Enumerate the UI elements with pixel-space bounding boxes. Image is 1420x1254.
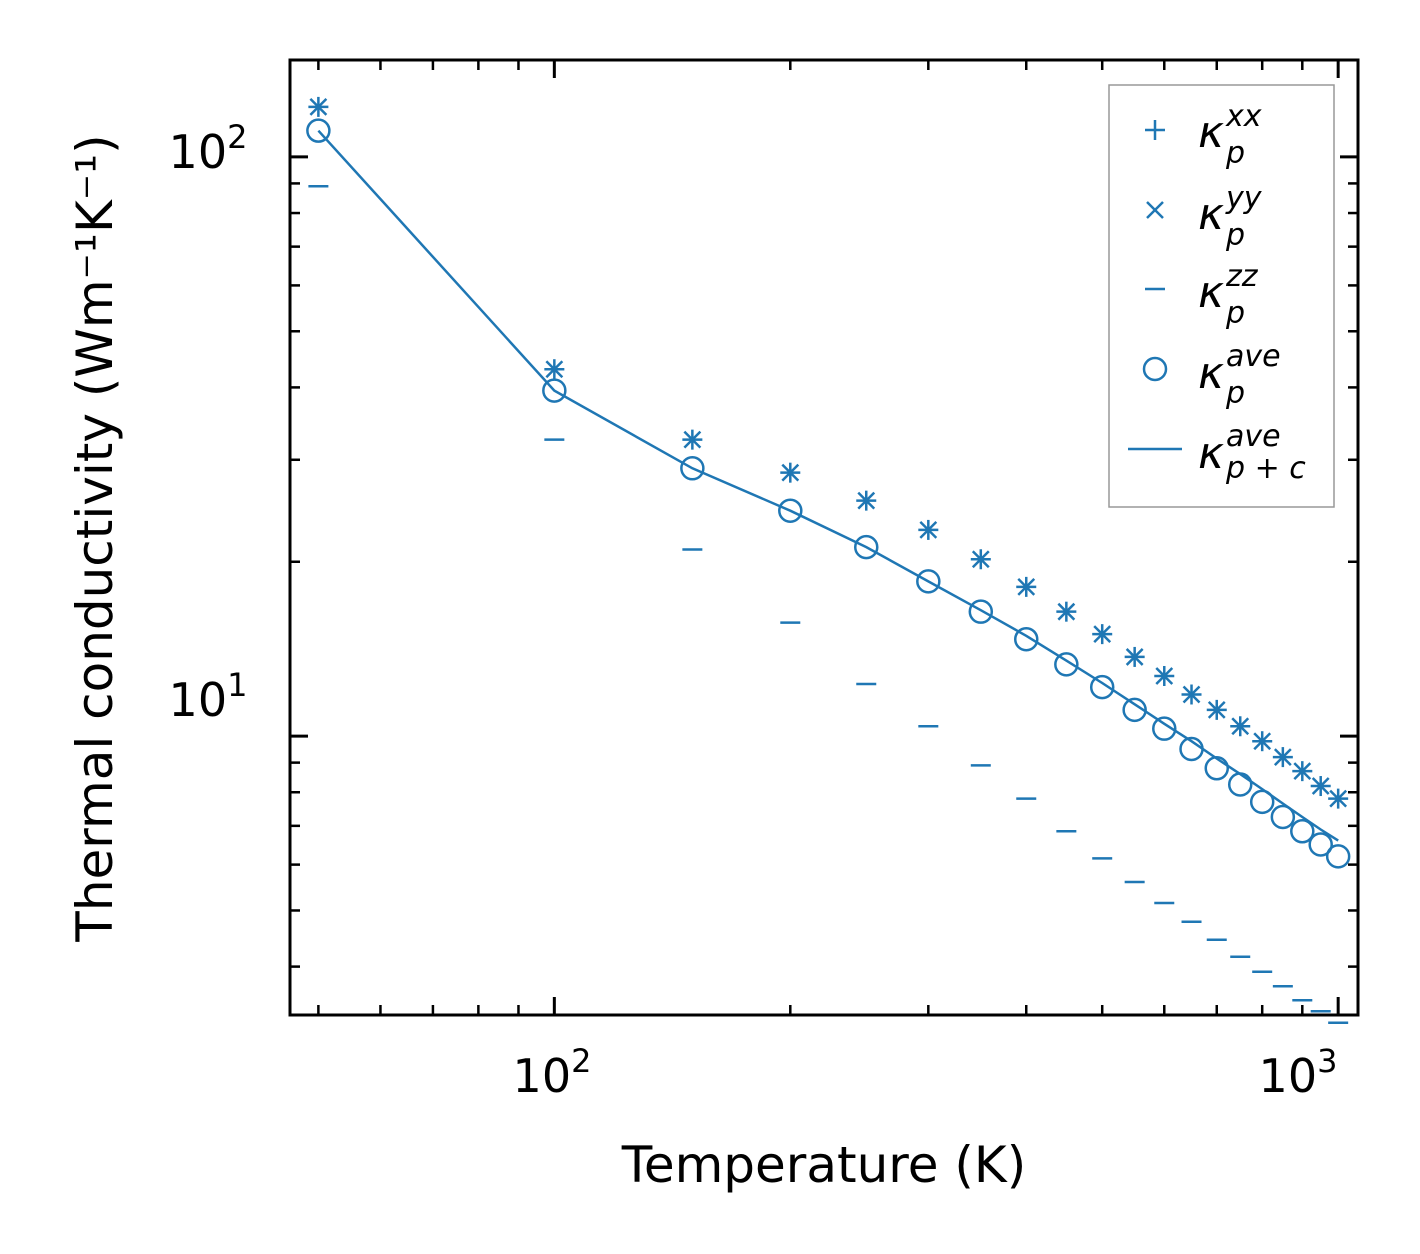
data-point <box>916 569 941 594</box>
data-point <box>971 550 990 569</box>
data-point <box>1249 789 1275 815</box>
data-point <box>919 521 938 539</box>
y-tick-label-100: 102 <box>169 118 248 179</box>
data-point <box>968 599 994 624</box>
data-point <box>309 98 328 116</box>
legend: κxx p κyy p κzz p κave p κave p + c <box>1108 84 1335 508</box>
axis-ticks <box>290 60 1358 1015</box>
legend-label-ave: κave p <box>1198 339 1281 411</box>
data-point <box>545 360 564 379</box>
x-tick-label-1000: 103 <box>1259 1042 1338 1103</box>
data-point <box>306 118 331 143</box>
legend-marker-plus <box>1145 120 1165 140</box>
data-point <box>778 498 803 523</box>
data-point <box>854 534 879 560</box>
data-point <box>1290 819 1315 844</box>
legend-frame <box>1108 84 1335 508</box>
data-point <box>1122 697 1147 723</box>
legend-label-yy: κyy p <box>1198 181 1263 253</box>
data-point <box>1329 789 1348 808</box>
data-point <box>1270 804 1296 830</box>
data-point <box>1204 756 1229 781</box>
series-kappa_p^zz <box>308 184 1349 1024</box>
data-point <box>857 491 876 510</box>
data-point <box>1293 762 1312 781</box>
y-tick-labels: 101 102 <box>169 118 248 727</box>
data-point <box>1093 625 1112 644</box>
legend-marker-circle <box>1142 356 1168 382</box>
legend-label-xx: κxx p <box>1198 99 1262 171</box>
data-point <box>1057 602 1076 621</box>
plot-frame <box>288 58 1360 1017</box>
data-point <box>1253 732 1272 751</box>
data-point <box>781 463 800 482</box>
data-point <box>1017 577 1036 596</box>
data-point <box>1207 700 1226 719</box>
y-axis-label: Thermal conductivity (Wm⁻¹K⁻¹) <box>66 134 124 942</box>
series-layer <box>306 96 1351 1024</box>
data-point <box>1325 844 1351 869</box>
x-tick-label-100: 102 <box>513 1042 592 1103</box>
data-point <box>1054 652 1079 677</box>
data-point <box>1013 626 1039 652</box>
data-point <box>542 378 567 403</box>
data-point <box>1231 717 1250 736</box>
legend-markers <box>1128 120 1182 451</box>
x-axis-label: Temperature (K) <box>621 1136 1026 1194</box>
data-point <box>1273 748 1292 766</box>
data-point <box>1089 674 1115 700</box>
series-line <box>317 129 1339 842</box>
data-point <box>1155 667 1174 685</box>
series-kappa_{p+c}^ave <box>317 129 1339 842</box>
data-point <box>1152 716 1177 741</box>
legend-label-zz: κzz p <box>1198 259 1259 331</box>
data-point <box>1308 832 1333 857</box>
data-point <box>1182 685 1201 704</box>
legend-label-ave-pc: κave p + c <box>1198 419 1306 486</box>
y-tick-label-10: 101 <box>169 666 248 727</box>
data-point <box>1311 777 1330 795</box>
data-point <box>683 430 702 449</box>
data-point <box>1125 648 1144 666</box>
series-kappa_p^ave <box>306 118 1351 869</box>
data-point <box>1227 772 1253 797</box>
series-kappa_p^yy <box>309 98 1348 808</box>
x-tick-labels: 102 103 <box>513 1042 1338 1103</box>
data-point <box>680 456 705 481</box>
legend-marker-x <box>1146 201 1164 219</box>
